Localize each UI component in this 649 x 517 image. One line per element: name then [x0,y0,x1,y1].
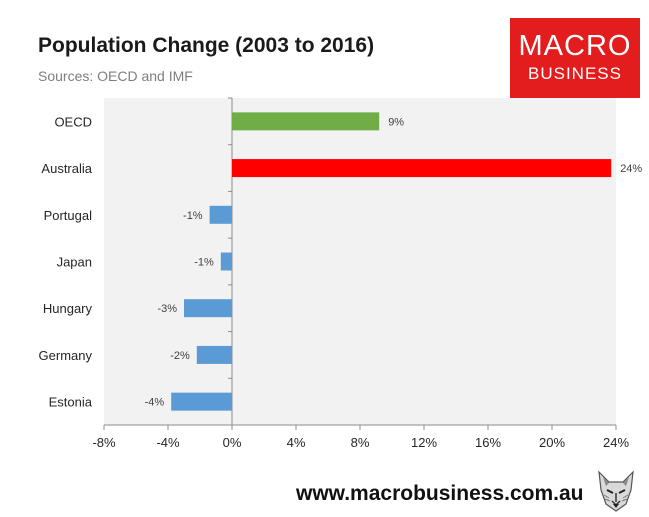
logo-line-2: BUSINESS [528,64,622,83]
logo-line-1: MACRO [518,30,632,62]
data-label: -2% [170,350,190,362]
bar [209,205,232,224]
category-label: Hungary [43,301,93,316]
data-label: -4% [145,397,165,409]
data-label: -3% [157,303,177,315]
bar [220,252,232,271]
x-tick-label: 20% [539,435,565,450]
x-tick-label: 12% [411,435,437,450]
category-label: Australia [41,161,92,176]
bar [171,392,232,411]
x-tick-label: 16% [475,435,501,450]
bar-chart: -8% -4% 0% 4% 8% 12% 16% 20% 24% OECD 9% Australia 2… [39,97,642,450]
category-label: Portugal [44,208,93,223]
x-tick-label: 4% [287,435,306,450]
chart-title: Population Change (2003 to 2016) [38,34,375,57]
macrobusiness-logo: MACRO BUSINESS [510,18,640,98]
x-tick-label: -8% [92,435,116,450]
data-label: -1% [183,210,203,222]
bar [232,112,380,131]
bar [184,299,232,318]
category-label: Germany [39,348,93,363]
data-label: 24% [620,163,642,175]
x-tick-label: -4% [156,435,180,450]
x-tick-label: 24% [603,435,629,450]
chart-subtitle: Sources: OECD and IMF [38,68,193,84]
data-label: -1% [194,257,214,269]
website-url: www.macrobusiness.com.au [296,482,584,505]
plot-area [104,98,616,425]
x-tick-label: 8% [351,435,370,450]
bar [232,159,612,178]
wolf-icon [593,468,639,514]
category-label: OECD [54,114,92,129]
data-label: 9% [388,116,404,128]
category-label: Japan [57,255,92,270]
category-label: Estonia [49,395,93,410]
bar [196,345,232,364]
x-tick-label: 0% [223,435,242,450]
